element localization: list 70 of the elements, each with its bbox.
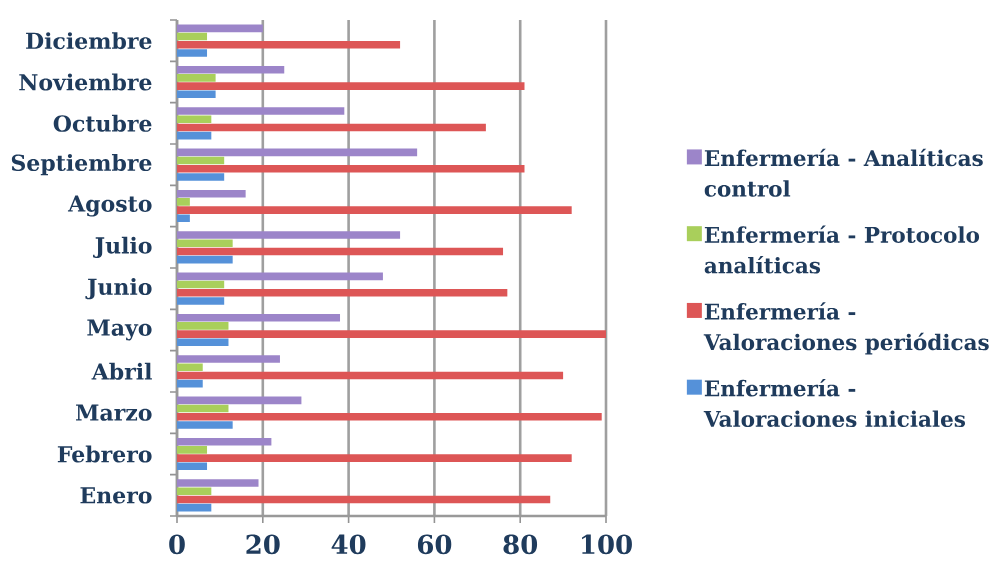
bar (177, 214, 190, 223)
bar (177, 454, 572, 462)
bar (177, 189, 246, 198)
bar (177, 379, 203, 388)
bar (177, 107, 345, 115)
x-tick-label: 20 (246, 534, 280, 555)
bar (177, 82, 525, 90)
x-tick-label: 0 (169, 534, 185, 555)
bar (177, 421, 233, 429)
bar (177, 272, 383, 281)
legend-label: Enfermería - Valoraciones periódicas (703, 302, 989, 355)
y-tick-label: Noviembre (19, 73, 152, 91)
bar (177, 437, 272, 446)
bar (177, 231, 401, 239)
y-tick-label: Junio (85, 278, 152, 300)
legend-label: Enfermería - Protocolo analíticas (704, 225, 980, 274)
bar (177, 247, 504, 256)
y-tick-label: Abril (91, 362, 152, 380)
bar (177, 396, 302, 405)
y-tick-label: Enero (80, 487, 152, 504)
bar (177, 495, 551, 504)
y-tick-label: Septiembre (11, 154, 152, 176)
bar (177, 503, 212, 512)
bar (177, 164, 525, 173)
bar (177, 255, 233, 264)
bar (177, 280, 225, 289)
bar (177, 404, 229, 413)
bar (177, 479, 259, 487)
y-tick-label: Octubre (53, 114, 152, 132)
bar (177, 462, 208, 471)
bar (177, 338, 229, 347)
y-tick-label: Febrero (57, 445, 152, 463)
bar (177, 131, 212, 140)
bar (177, 297, 225, 305)
y-tick-label: Julio (93, 236, 152, 258)
y-tick-label: Marzo (76, 404, 152, 421)
bar (177, 90, 216, 99)
bar (177, 74, 216, 82)
bar (177, 173, 225, 181)
legend-label: Enfermería - Analíticas control (704, 148, 983, 197)
bar (177, 40, 401, 49)
bar (177, 288, 508, 297)
bar (177, 330, 607, 338)
bar (177, 24, 263, 33)
bar (177, 115, 212, 124)
x-tick-label: 40 (331, 534, 366, 555)
bar (177, 198, 190, 206)
bar (177, 123, 486, 132)
legend-label: Enfermería - Valoraciones iniciales (703, 378, 965, 428)
bar (177, 363, 203, 372)
y-tick-label: Agosto (67, 195, 152, 217)
bar (177, 313, 341, 322)
bar (177, 371, 564, 380)
bar (177, 156, 225, 165)
bar (177, 148, 418, 157)
bar (177, 487, 212, 496)
x-tick-label: 100 (582, 534, 632, 555)
bar (177, 206, 572, 214)
bar (177, 322, 229, 330)
bar (177, 32, 208, 41)
y-tick-label: Mayo (87, 319, 152, 341)
bar (177, 355, 280, 363)
bar (177, 65, 285, 74)
bar (177, 239, 233, 248)
x-tick-label: 60 (417, 534, 452, 555)
y-tick-label: Diciembre (26, 32, 152, 50)
bar (177, 412, 602, 421)
bar (177, 49, 208, 57)
x-tick-label: 80 (503, 534, 538, 555)
bar (177, 446, 208, 454)
